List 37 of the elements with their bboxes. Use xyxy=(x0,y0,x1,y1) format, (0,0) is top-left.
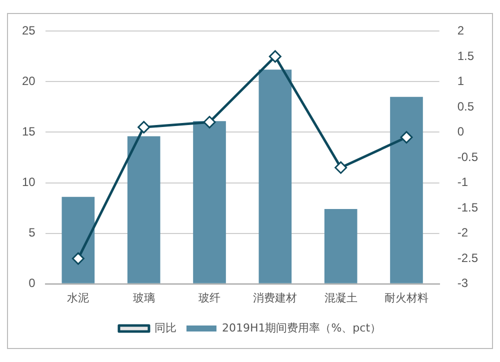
y2-tick-label: 1 xyxy=(457,74,464,88)
y2-tick-label: -0.5 xyxy=(457,150,478,164)
point xyxy=(72,252,84,265)
y2-tick-label: -1 xyxy=(457,175,468,190)
point xyxy=(203,116,216,128)
y2-tick-label: -2.5 xyxy=(457,250,478,265)
point xyxy=(334,161,348,174)
legend-label: 同比 xyxy=(154,321,176,334)
legend-label: 2019H1期间费用率（%、pct） xyxy=(222,321,382,334)
bar xyxy=(62,196,95,284)
y2-tick-label: 2 xyxy=(457,24,464,38)
x-tick-label: 水泥 xyxy=(67,291,90,304)
y2-tick-label: -1.5 xyxy=(457,200,478,214)
y-tick-label: 15 xyxy=(22,124,36,139)
y-tick-label: 20 xyxy=(22,74,36,88)
x-tick-label: 耐火材料 xyxy=(384,291,428,304)
y2-tick-label: 0.5 xyxy=(457,99,474,114)
point xyxy=(138,120,150,134)
y-tick-label: 0 xyxy=(28,276,36,290)
bar xyxy=(390,96,423,284)
point xyxy=(268,50,282,63)
bar xyxy=(193,121,226,284)
y2-tick-label: -2 xyxy=(457,226,468,240)
y-tick-label: 10 xyxy=(22,175,36,190)
bar xyxy=(258,70,292,284)
y2-tick-label: 1.5 xyxy=(457,48,474,63)
point xyxy=(400,131,413,144)
y2-tick-label: -3 xyxy=(457,276,468,290)
x-tick-label: 混凝土 xyxy=(324,291,358,304)
x-tick-label: 玻璃 xyxy=(132,291,155,304)
y-tick-label: 25 xyxy=(22,24,36,38)
bar xyxy=(324,209,358,284)
bar xyxy=(127,136,160,284)
y-tick-label: 5 xyxy=(28,226,36,240)
x-tick-label: 消费建材 xyxy=(253,291,298,304)
y2-tick-label: 0 xyxy=(457,124,464,139)
x-tick-label: 玻纤 xyxy=(198,291,221,304)
